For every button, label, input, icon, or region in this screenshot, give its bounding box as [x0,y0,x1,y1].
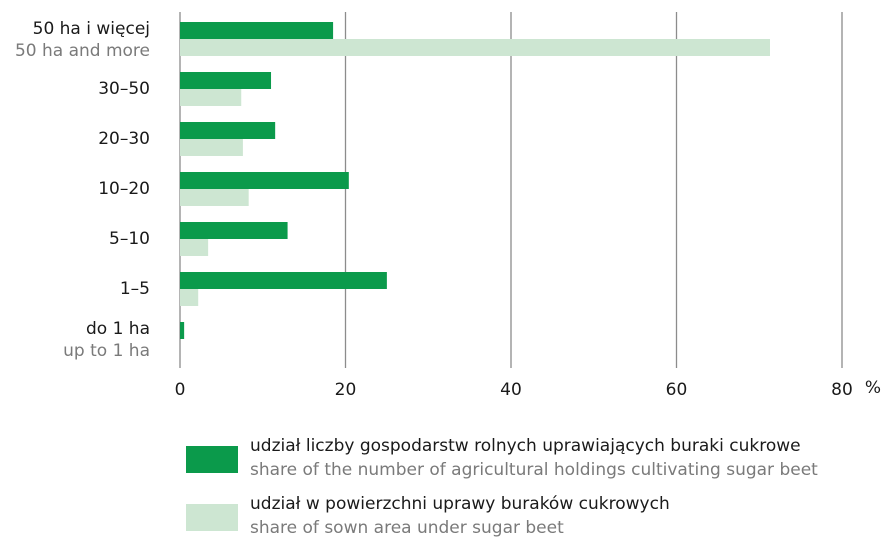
x-unit: % [865,378,881,398]
bar [180,172,349,189]
bar [180,39,771,56]
legend-label-en: share of sown area under sugar beet [250,518,564,537]
bar [180,189,249,206]
category-label-en: 50 ha and more [15,41,150,61]
category-label: do 1 ha [86,319,150,339]
bar [180,89,242,106]
bar [180,139,243,156]
bar [180,322,185,339]
legend-swatch [186,446,238,473]
bar [180,122,276,139]
x-tick-label: 40 [500,380,522,400]
x-tick-label: 80 [831,380,853,400]
bar [180,239,209,256]
bar [180,22,334,39]
bar [180,222,288,239]
bar [180,289,199,306]
legend-label-en: share of the number of agricultural hold… [250,460,818,480]
x-tick-label: 20 [335,380,357,400]
bar [180,272,387,289]
legend-swatch [186,504,238,531]
x-tick-label: 0 [175,380,186,400]
category-label: 30–50 [98,79,150,99]
category-label: 5–10 [109,229,150,249]
category-label: 20–30 [98,129,150,149]
category-label: 1–5 [120,279,150,299]
bar [180,72,272,89]
x-tick-label: 60 [666,380,688,400]
legend-label: udział w powierzchni uprawy buraków cukr… [250,494,670,514]
category-label: 10–20 [98,179,150,199]
category-label: 50 ha i więcej [33,19,150,39]
legend-label: udział liczby gospodarstw rolnych uprawi… [250,436,801,456]
category-label-en: up to 1 ha [63,341,150,361]
